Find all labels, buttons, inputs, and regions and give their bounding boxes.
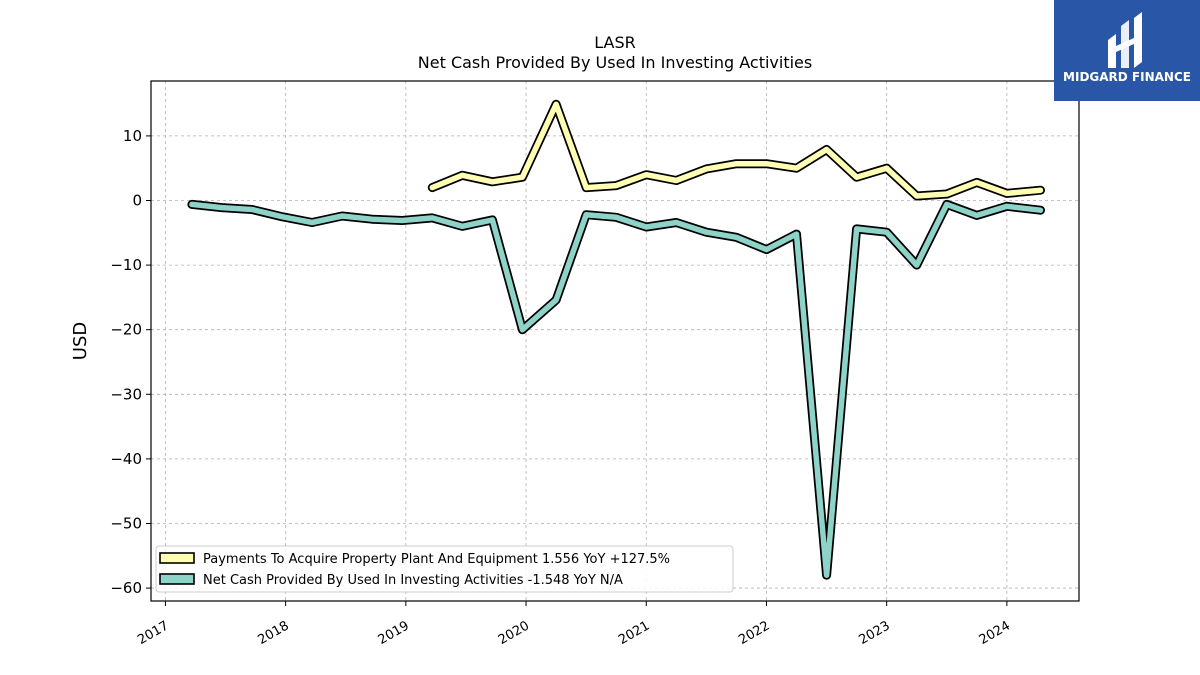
- legend-label-capex: Payments To Acquire Property Plant And E…: [203, 552, 670, 567]
- y-tick-label: 0: [132, 192, 142, 210]
- legend-item-investing: Net Cash Provided By Used In Investing A…: [159, 573, 623, 588]
- midgard-finance-logo: MIDGARD FINANCE: [1054, 0, 1200, 101]
- y-tick-label: −40: [110, 450, 142, 468]
- x-tick-label: 2022: [736, 618, 772, 648]
- x-tick-label: 2024: [977, 618, 1013, 648]
- chart-titles: LASR Net Cash Provided By Used In Invest…: [418, 33, 812, 72]
- x-tick-label: 2020: [496, 618, 532, 648]
- legend-swatch-investing: [159, 573, 195, 585]
- x-tick-label: 2023: [857, 618, 893, 648]
- x-axis-ticks: 2017 2018 2019 2020 2021 2022 2023 2024: [135, 601, 1013, 648]
- chart-subtitle: Net Cash Provided By Used In Investing A…: [418, 53, 812, 72]
- series-0-outline: [427, 99, 1045, 201]
- data-series: [187, 99, 1045, 580]
- y-axis-label: USD: [70, 322, 91, 360]
- plot-area-frame: [150, 80, 1080, 602]
- logo-text: MIDGARD FINANCE: [1063, 70, 1191, 84]
- y-tick-label: −20: [110, 321, 142, 339]
- y-axis-ticks: 10 0 −10 −20 −30 −40 −50 −60: [110, 127, 151, 597]
- y-tick-label: −10: [110, 256, 142, 274]
- x-tick-label: 2018: [255, 618, 291, 648]
- series-1: [187, 199, 1045, 580]
- series-0: [427, 99, 1045, 201]
- series-0-line: [429, 101, 1044, 199]
- chart-title: LASR: [594, 33, 636, 52]
- y-tick-label: −30: [110, 385, 142, 403]
- legend: Payments To Acquire Property Plant And E…: [155, 545, 734, 593]
- legend-swatch-capex: [159, 552, 195, 564]
- x-tick-label: 2019: [376, 618, 412, 648]
- x-tick-label: 2017: [135, 618, 171, 648]
- series-1-line: [189, 201, 1044, 578]
- legend-item-capex: Payments To Acquire Property Plant And E…: [159, 552, 670, 567]
- y-tick-label: −60: [110, 579, 142, 597]
- logo-mark-icon: [1108, 12, 1142, 68]
- y-tick-label: 10: [123, 127, 142, 145]
- y-tick-label: −50: [110, 514, 142, 532]
- grid-lines: [151, 81, 1079, 601]
- legend-box: [155, 545, 734, 593]
- x-tick-label: 2021: [616, 618, 652, 648]
- legend-label-investing: Net Cash Provided By Used In Investing A…: [203, 573, 623, 588]
